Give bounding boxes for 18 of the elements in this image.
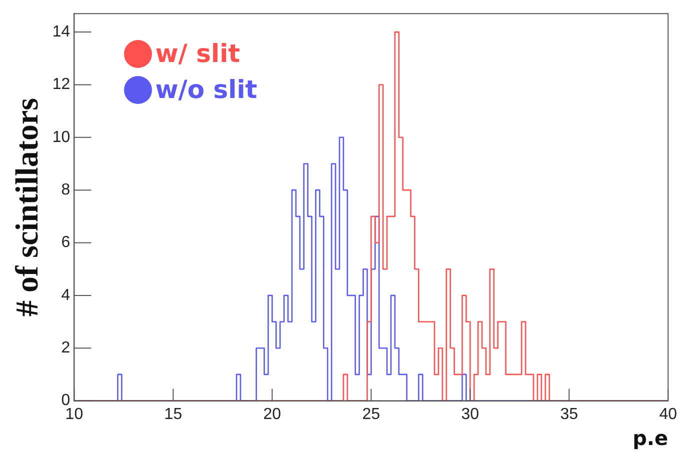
x-tick-label: 40 [659,406,678,423]
y-tick-label: 4 [61,286,70,304]
y-tick-label: 10 [52,128,70,146]
y-tick-label: 0 [61,392,70,410]
legend-label: w/o slit [155,74,258,106]
x-axis-title: p.e [632,426,668,450]
y-tick-label: 12 [52,76,70,94]
x-tick-label: 15 [164,406,182,423]
x-tick-label: 30 [461,406,480,423]
y-axis-title: # of scintillators [8,98,44,317]
y-tick-label: 14 [52,23,70,40]
y-tick-label: 6 [61,234,70,252]
x-tick-label: 25 [362,406,380,423]
legend-label: w/ slit [155,38,240,70]
y-tick-label: 8 [61,181,70,198]
x-tick-label: 20 [263,406,282,423]
y-tick-label: 2 [61,340,70,357]
x-tick-label: 35 [560,406,578,423]
